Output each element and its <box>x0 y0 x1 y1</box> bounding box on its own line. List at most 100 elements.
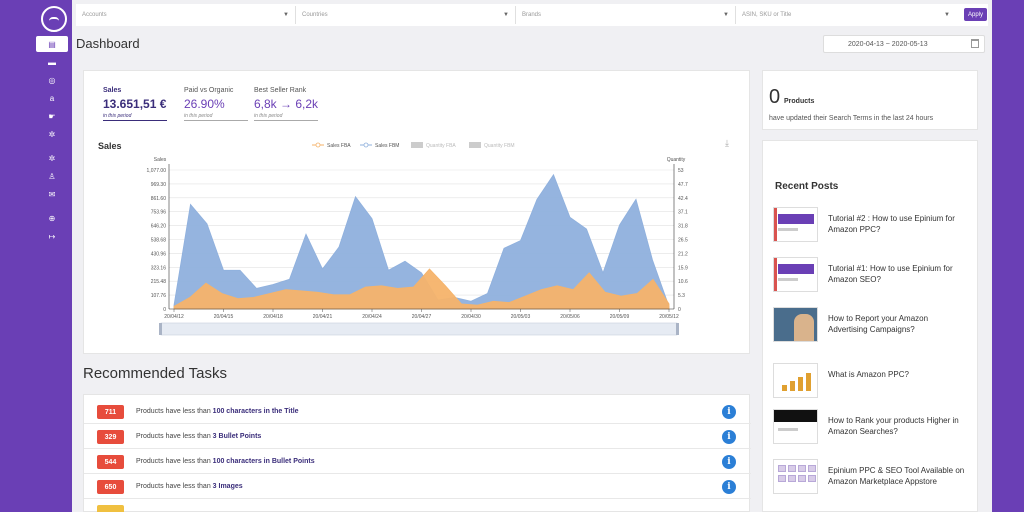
task-row[interactable] <box>84 499 751 512</box>
kpi-paid-vs-organic[interactable]: Paid vs Organic 26.90% in this period <box>184 87 248 121</box>
dashboard-icon[interactable]: ▤ <box>36 36 68 52</box>
kpi-sales[interactable]: Sales 13.651,51 € in this period <box>103 87 167 121</box>
task-highlight: 3 Bullet Points <box>212 433 262 440</box>
task-row[interactable]: 711 Products have less than 100 characte… <box>84 399 751 424</box>
post-title[interactable]: How to Rank your products Higher in Amaz… <box>828 416 959 436</box>
info-icon[interactable]: i <box>722 430 736 444</box>
page-title: Dashboard <box>76 36 140 51</box>
info-icon[interactable]: i <box>722 405 736 419</box>
post-title[interactable]: How to Report your Amazon Advertising Ca… <box>828 314 929 334</box>
kpi-best-seller-rank[interactable]: Best Seller Rank 6,8k → 6,2k in this per… <box>254 87 318 121</box>
post-item[interactable]: Epinium PPC & SEO Tool Available on Amaz… <box>773 459 973 499</box>
sales-fba-area <box>173 268 670 310</box>
post-thumbnail <box>773 307 818 342</box>
post-title[interactable]: Epinium PPC & SEO Tool Available on Amaz… <box>828 466 965 486</box>
brands-select[interactable]: Brands ▼ <box>516 6 736 24</box>
task-highlight: 100 characters in the Title <box>212 408 299 415</box>
users-icon[interactable]: ♙ <box>48 171 56 181</box>
y-left-tick-label: 215.48 <box>151 279 167 285</box>
legend-label: Sales FBM <box>375 143 399 149</box>
sidebar: ▤ ▬ ◎ a ☛ ✲ ✲ ♙ ✉ ⊕ ↦ <box>30 0 73 512</box>
accounts-select[interactable]: Accounts ▼ <box>76 6 296 24</box>
post-item[interactable]: Tutorial #1: How to use Epinium for Amaz… <box>773 257 973 297</box>
y-left-axis-label: Sales <box>154 157 167 163</box>
task-prefix: Products have less than <box>136 408 211 415</box>
y-right-tick-label: 26.5 <box>678 238 688 244</box>
y-right-tick-label: 42.4 <box>678 196 688 202</box>
y-left-tick-label: 323.16 <box>151 265 167 271</box>
post-item[interactable]: How to Report your Amazon Advertising Ca… <box>773 307 973 347</box>
date-range-value: 2020-04-13 ~ 2020-05-13 <box>848 40 928 48</box>
download-icon[interactable]: ⤓ <box>725 138 729 148</box>
x-tick-label: 20/05/09 <box>610 314 630 320</box>
y-right-axis-label: Quantity <box>667 157 686 163</box>
y-right-tick-label: 53 <box>678 168 684 174</box>
task-count-badge: 329 <box>97 430 124 444</box>
post-item[interactable]: How to Rank your products Higher in Amaz… <box>773 409 973 449</box>
y-right-tick-label: 10.6 <box>678 279 688 285</box>
amazon-icon[interactable]: a <box>49 93 55 103</box>
task-row[interactable]: 650 Products have less than 3 Images i <box>84 474 751 499</box>
filter-bar: Accounts ▼ Countries ▼ Brands ▼ ASIN, SK… <box>76 4 988 26</box>
task-count-badge <box>97 505 124 512</box>
epinium-logo[interactable] <box>41 6 67 32</box>
kpi-title: Best Seller Rank <box>254 87 307 94</box>
zoom-slider <box>160 322 678 336</box>
help-icon[interactable]: ⊕ <box>48 213 56 223</box>
post-title[interactable]: What is Amazon PPC? <box>828 370 909 379</box>
products-icon[interactable]: ▬ <box>48 57 56 67</box>
x-tick-label: 20/04/30 <box>461 314 481 320</box>
search-select[interactable]: ASIN, SKU or Title ▼ <box>736 6 956 24</box>
y-left-tick-label: 538.68 <box>151 238 167 244</box>
logout-icon[interactable]: ↦ <box>48 231 56 241</box>
sales-chart-card: Sales 13.651,51 € in this period Paid vs… <box>83 70 750 354</box>
task-row[interactable]: 329 Products have less than 3 Bullet Poi… <box>84 424 751 449</box>
y-right-tick-label: 47.7 <box>678 182 688 188</box>
y-left-tick-label: 969.30 <box>151 182 167 188</box>
y-right-tick-label: 5.3 <box>678 293 685 299</box>
kpi-title: Sales <box>103 87 122 94</box>
post-thumbnail <box>773 363 818 398</box>
post-title[interactable]: Tutorial #1: How to use Epinium for Amaz… <box>828 264 953 284</box>
tasks-list: 711 Products have less than 100 characte… <box>83 394 751 512</box>
chevron-down-icon: ▼ <box>723 12 729 18</box>
ppc-icon[interactable]: ☛ <box>48 111 56 121</box>
legend-swatch <box>411 142 423 148</box>
legend-label: Quantity FBM <box>484 143 515 149</box>
info-icon[interactable]: i <box>722 455 736 469</box>
info-icon[interactable]: i <box>722 480 736 494</box>
account-settings-icon[interactable]: ✲ <box>48 153 56 163</box>
task-text: Products have less than 100 characters i… <box>136 458 315 465</box>
date-range-picker[interactable]: 2020-04-13 ~ 2020-05-13 <box>823 35 985 53</box>
team-icon[interactable]: ✉ <box>48 189 56 199</box>
countries-select-label: Countries <box>302 12 328 18</box>
y-left-tick-label: 861.60 <box>151 196 167 202</box>
settings-icon[interactable]: ✲ <box>48 129 56 139</box>
kpi-value: 26.90% <box>184 97 225 111</box>
post-item[interactable]: What is Amazon PPC? <box>773 363 973 403</box>
x-tick-label: 20/05/03 <box>511 314 531 320</box>
kpi-value: 6,8k → 6,2k <box>254 97 319 111</box>
task-highlight: 3 Images <box>212 483 243 490</box>
brands-select-label: Brands <box>522 12 542 18</box>
apply-button[interactable]: Apply <box>964 8 987 21</box>
task-count-badge: 711 <box>97 405 124 419</box>
task-row[interactable]: 544 Products have less than 100 characte… <box>84 449 751 474</box>
chart-title: Sales <box>98 141 122 151</box>
recent-posts-card: Recent Posts Tutorial #2 : How to use Ep… <box>762 140 978 512</box>
post-thumbnail <box>773 409 818 444</box>
countries-select[interactable]: Countries ▼ <box>296 6 516 24</box>
chevron-down-icon: ▼ <box>283 12 289 18</box>
accounts-select-label: Accounts <box>82 12 107 18</box>
post-title[interactable]: Tutorial #2 : How to use Epinium for Ama… <box>828 214 955 234</box>
post-item[interactable]: Tutorial #2 : How to use Epinium for Ama… <box>773 207 973 247</box>
x-tick-label: 20/04/15 <box>214 314 234 320</box>
task-text: Products have less than 3 Bullet Points <box>136 433 261 440</box>
analytics-icon[interactable]: ◎ <box>48 75 56 85</box>
kpi-sub: in this period <box>103 113 167 121</box>
task-prefix: Products have less than <box>136 483 211 490</box>
task-count-badge: 544 <box>97 455 124 469</box>
y-left-tick-label: 0 <box>163 307 166 313</box>
legend-label: Quantity FBA <box>426 143 456 149</box>
y-right-tick-label: 31.8 <box>678 224 688 230</box>
